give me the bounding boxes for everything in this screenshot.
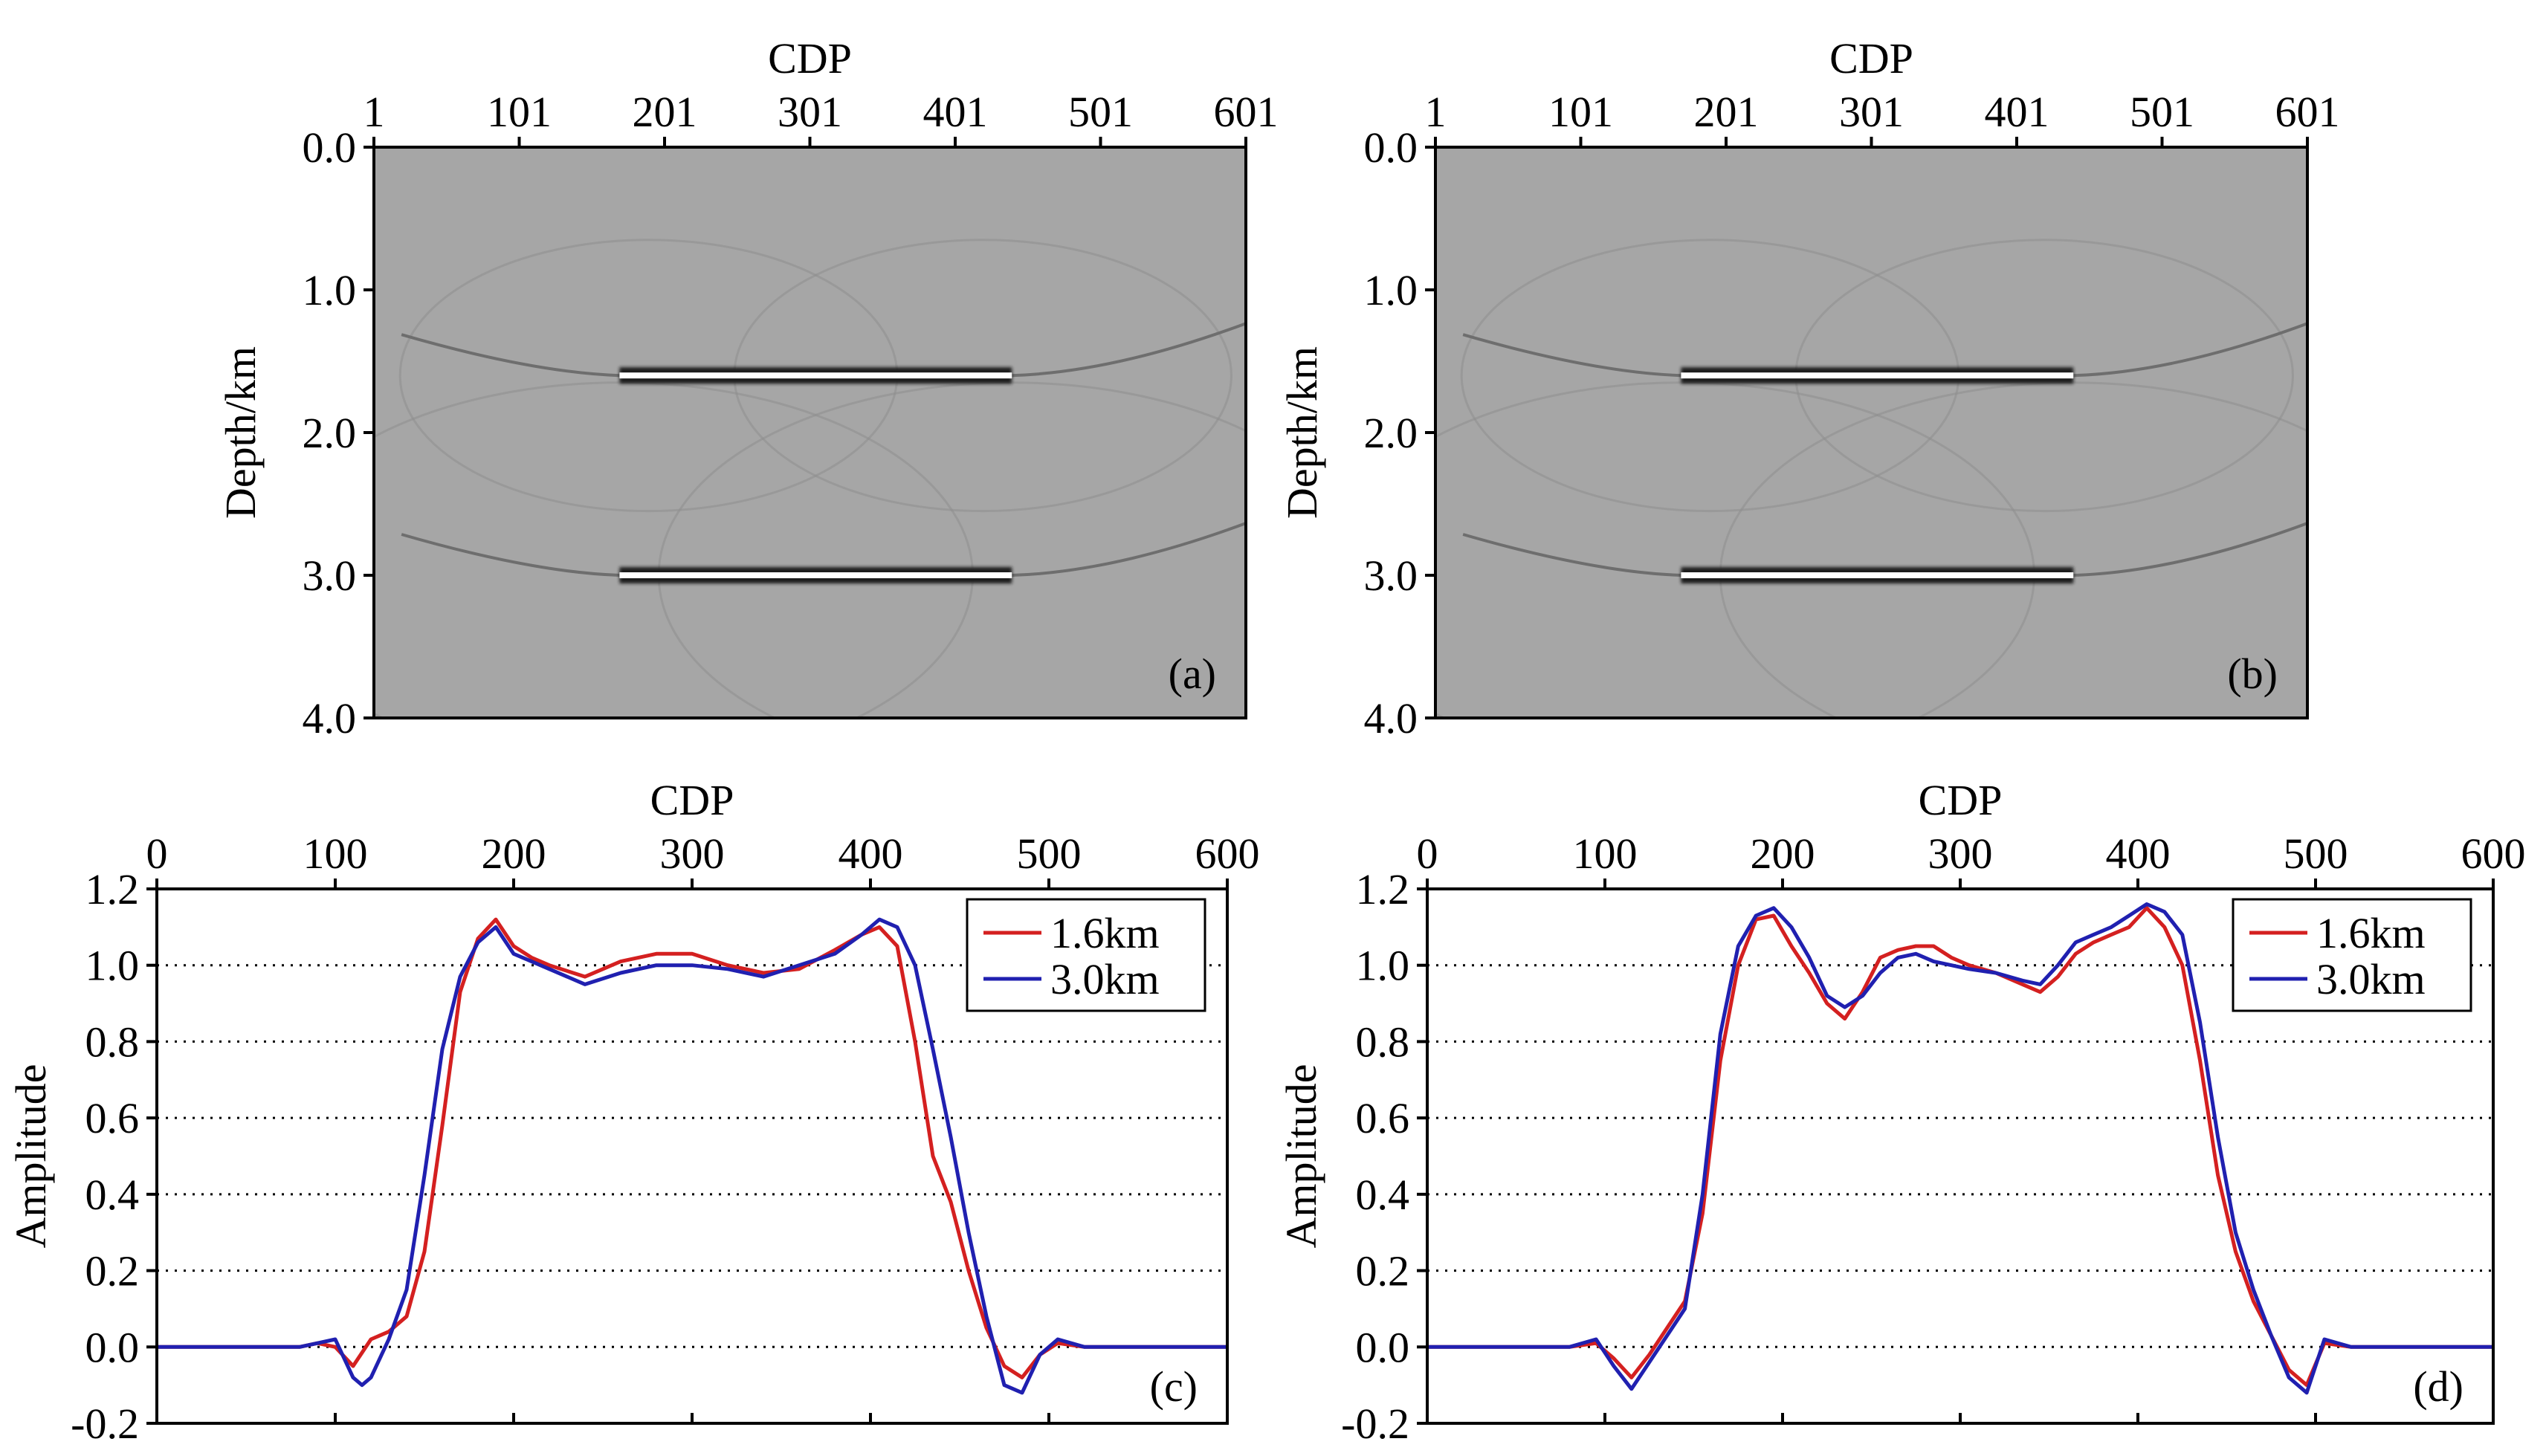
x-tick-label: 501 (2130, 88, 2194, 136)
x-tick-label: 601 (2275, 88, 2340, 136)
reflector-taper-left (401, 333, 620, 378)
legend-box (2232, 898, 2472, 1012)
reflector-bright-lobe (1681, 572, 2074, 578)
y-axis-title: Depth/km (216, 346, 265, 519)
x-tick-label: 501 (1068, 88, 1133, 136)
seismic-section-background (1435, 147, 2307, 718)
legend-box (966, 898, 1206, 1012)
y-tick-label: 1.0 (1356, 942, 1410, 990)
x-tick-label: 1 (364, 88, 385, 136)
panel-label: (d) (2413, 1362, 2463, 1411)
y-tick-label: 0.0 (85, 1323, 140, 1371)
y-tick-label: 3.0 (303, 551, 357, 600)
y-tick-label: 0.4 (1356, 1171, 1410, 1219)
y-tick-label: 2.0 (1364, 409, 1418, 457)
x-axis-title: CDP (1919, 776, 2003, 824)
reflector-taper-right (1012, 322, 1246, 378)
y-tick-label: 0.8 (1356, 1017, 1410, 1066)
y-tick-label: 4.0 (1364, 694, 1418, 742)
panel-label: (c) (1150, 1362, 1198, 1411)
x-axis-title: CDP (650, 776, 734, 824)
panel-label: (a) (1169, 650, 1216, 698)
x-tick-label: 301 (778, 88, 842, 136)
seismic-section-background (374, 147, 1246, 718)
y-tick-label: 0.6 (1356, 1094, 1410, 1142)
y-tick-label: 0.4 (85, 1171, 140, 1219)
section-content (374, 239, 1246, 718)
y-tick-label: 1.0 (85, 942, 140, 990)
y-axis-title: Amplitude (7, 1064, 55, 1248)
x-tick-label: 100 (303, 829, 368, 878)
y-tick-label: 1.2 (1356, 865, 1410, 913)
x-tick-label: 200 (482, 829, 546, 878)
x-tick-label: 600 (2461, 829, 2526, 878)
section-content (1435, 239, 2307, 718)
y-tick-label: 1.0 (1364, 266, 1418, 314)
y-tick-label: 3.0 (1364, 551, 1418, 600)
series-line-3.0km (157, 917, 1227, 1395)
x-tick-label: 0 (146, 829, 168, 878)
y-tick-label: 0.8 (85, 1017, 140, 1066)
reflector-bright-lobe (619, 572, 1012, 578)
y-tick-label: 0.0 (1364, 123, 1418, 172)
y-tick-label: -0.2 (71, 1400, 139, 1448)
reflector-taper-right (2073, 322, 2307, 378)
x-tick-label: 200 (1751, 829, 1815, 878)
y-tick-label: 0.6 (85, 1094, 140, 1142)
reflector-taper-left (401, 533, 620, 577)
x-tick-label: 201 (633, 88, 697, 136)
y-tick-label: 0.0 (303, 123, 357, 172)
reflector-bright-lobe (619, 372, 1012, 379)
x-tick-label: 0 (1417, 829, 1438, 878)
reflector-taper-left (1462, 333, 1681, 378)
series-line-3.0km (1427, 902, 2493, 1395)
x-axis-title: CDP (768, 34, 852, 82)
x-tick-label: 601 (1214, 88, 1279, 136)
reflector-taper-right (2073, 522, 2307, 577)
x-tick-label: 101 (1548, 88, 1613, 136)
x-tick-label: 401 (1985, 88, 2049, 136)
reflector-taper-left (1462, 533, 1681, 577)
panel-label: (b) (2227, 650, 2278, 698)
y-tick-label: -0.2 (1341, 1400, 1409, 1448)
legend-label: 3.0km (1050, 955, 1160, 1003)
x-tick-label: 301 (1839, 88, 1904, 136)
x-tick-label: 101 (487, 88, 552, 136)
x-tick-label: 600 (1195, 829, 1260, 878)
reflector-taper-right (1012, 522, 1246, 577)
y-axis-title: Depth/km (1278, 346, 1326, 519)
y-tick-label: 0.2 (1356, 1247, 1410, 1295)
legend-label: 1.6km (1050, 909, 1160, 957)
reflector-bright-lobe (1681, 372, 2074, 379)
x-tick-label: 201 (1694, 88, 1759, 136)
y-tick-label: 1.2 (85, 865, 140, 913)
legend-label: 1.6km (2316, 909, 2426, 957)
y-axis-title: Amplitude (1277, 1064, 1325, 1248)
y-tick-label: 1.0 (303, 266, 357, 314)
x-tick-label: 500 (1017, 829, 1082, 878)
x-tick-label: 400 (839, 829, 903, 878)
x-tick-label: 500 (2284, 829, 2348, 878)
x-tick-label: 300 (660, 829, 725, 878)
x-tick-label: 400 (2106, 829, 2171, 878)
x-tick-label: 300 (1928, 829, 1993, 878)
x-tick-label: 1 (1425, 88, 1447, 136)
x-axis-title: CDP (1829, 34, 1913, 82)
y-tick-label: 2.0 (303, 409, 357, 457)
x-tick-label: 100 (1573, 829, 1638, 878)
y-tick-label: 0.2 (85, 1247, 140, 1295)
legend-label: 3.0km (2316, 955, 2426, 1003)
y-tick-label: 4.0 (303, 694, 357, 742)
x-tick-label: 401 (923, 88, 988, 136)
y-tick-label: 0.0 (1356, 1323, 1410, 1371)
